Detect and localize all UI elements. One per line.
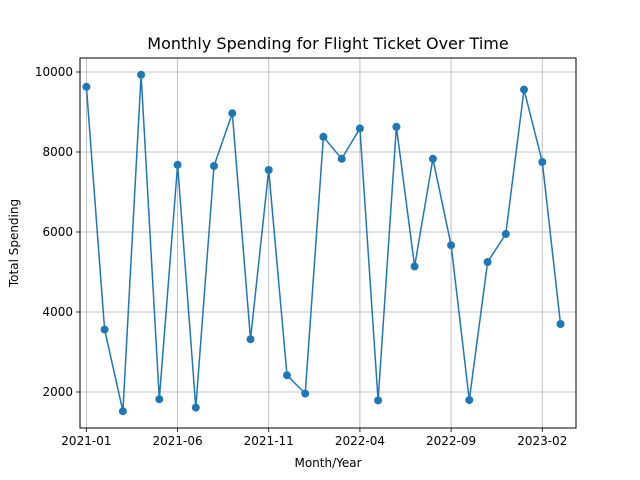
- data-point: [538, 158, 547, 166]
- x-tick-label: 2022-04: [335, 434, 385, 448]
- data-point: [410, 262, 419, 271]
- grid: [80, 58, 576, 428]
- data-point: [173, 160, 182, 169]
- data-point: [374, 396, 383, 405]
- chart-title: Monthly Spending for Flight Ticket Over …: [147, 34, 508, 53]
- data-point: [210, 162, 218, 170]
- data-point: [319, 132, 328, 141]
- series-line: [85, 74, 562, 412]
- x-tick-label: 2022-09: [426, 434, 476, 448]
- data-point: [520, 85, 528, 94]
- y-tick-label: 10000: [35, 65, 73, 79]
- plot-frame: [79, 57, 577, 429]
- y-tick-label: 6000: [42, 225, 73, 239]
- data-point: [392, 122, 401, 131]
- data-point: [228, 109, 237, 118]
- x-axis-label: Month/Year: [294, 456, 361, 470]
- data-point: [301, 389, 310, 398]
- data-point: [246, 335, 255, 344]
- data-point: [191, 403, 200, 412]
- data-point: [283, 371, 291, 380]
- data-point: [483, 258, 492, 266]
- data-point: [82, 82, 91, 91]
- y-axis-label: Total Spending: [7, 199, 21, 288]
- x-tick-label: 2021-01: [61, 434, 111, 448]
- data-point: [264, 166, 273, 174]
- x-tick-label: 2021-11: [244, 434, 294, 448]
- data-point: [100, 325, 109, 334]
- data-point: [501, 230, 510, 238]
- data-series: [82, 70, 565, 416]
- data-point: [447, 241, 456, 250]
- x-tick-label: 2021-06: [152, 434, 202, 448]
- y-tick-label: 2000: [42, 385, 73, 399]
- data-point: [137, 70, 146, 79]
- data-point: [465, 396, 474, 404]
- y-tick-label: 8000: [42, 145, 73, 159]
- axis-ticks: 2021-01 2021-06 2021-11 2022-04 2022-09 2023-…: [35, 65, 568, 448]
- x-tick-label: 2023-02: [517, 434, 567, 448]
- data-point: [155, 395, 164, 404]
- y-tick-label: 4000: [42, 305, 73, 319]
- data-point: [556, 320, 565, 328]
- data-point: [337, 154, 346, 163]
- data-point: [118, 407, 127, 416]
- data-point: [428, 154, 437, 163]
- data-point: [355, 124, 364, 133]
